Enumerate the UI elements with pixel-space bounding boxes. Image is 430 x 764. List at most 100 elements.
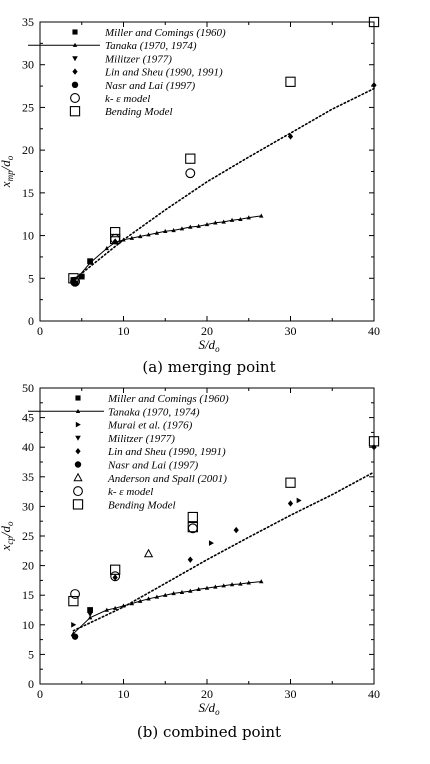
data-point-lin-and-sheu-1990-1991 <box>233 526 239 534</box>
data-point-tanaka-1970-1974 <box>179 226 185 231</box>
data-point-tanaka-1970-1974 <box>229 582 235 587</box>
data-point-tanaka-1970-1974 <box>138 598 143 603</box>
legend: Miller and Comings (1960)Tanaka (1970, 1… <box>28 393 229 511</box>
series-miller-and-comings-1960 <box>87 607 93 613</box>
data-point-tanaka-1970-1974 <box>213 584 218 589</box>
data-point-tanaka-1970-1974 <box>87 260 93 265</box>
y-tick-label: 20 <box>22 559 34 573</box>
legend-marker-militzer-1977 <box>75 435 81 441</box>
data-point-bending-model <box>285 76 296 87</box>
y-tick-label: 5 <box>28 647 34 661</box>
tanaka-line <box>73 215 262 283</box>
chart-combined-point: 0 10 20 30 40 0 5 10 15 20 25 30 35 40 45 50 S/do xcp/do M… <box>0 381 380 741</box>
legend-label: Nasr and Lai (1997) <box>104 80 195 92</box>
data-point-bending-model <box>187 511 198 523</box>
data-point-tanaka-1970-1974 <box>238 216 243 222</box>
series-nasr-and-lai-1997 <box>71 633 79 640</box>
data-point-tanaka-1970-1974 <box>121 603 126 608</box>
legend-label: Militzer (1977) <box>107 433 175 445</box>
data-point-miller-and-comings-1960 <box>78 273 85 280</box>
data-point-lin-and-sheu-1990-1991 <box>112 574 118 581</box>
data-point-tanaka-1970-1974 <box>138 234 143 239</box>
x-tick-label: 0 <box>37 687 43 701</box>
data-point-tanaka-1970-1974 <box>163 592 168 597</box>
y-tick-label: 15 <box>22 186 34 200</box>
y-tick-label: 30 <box>22 499 34 513</box>
data-point-murai-et-al-1976 <box>71 622 77 628</box>
data-point-tanaka-1970-1974 <box>129 601 135 606</box>
legend-label: Militzer (1977) <box>104 53 172 65</box>
data-point-tanaka-1970-1974 <box>238 581 243 586</box>
data-point-lin-and-sheu-1990-1991 <box>287 133 294 140</box>
legend-marker-murai-et-al-1976 <box>75 421 81 428</box>
legend-marker-miller-and-comings-1960 <box>72 29 78 35</box>
data-point-k-model <box>70 589 81 599</box>
data-point-militzer-1977 <box>87 611 93 617</box>
data-point-lin-and-sheu-1990-1991 <box>371 82 377 89</box>
y-tick-label: 0 <box>28 677 34 691</box>
data-point-tanaka-1970-1974 <box>104 245 109 251</box>
data-point-bending-model <box>185 153 196 164</box>
data-point-bending-model <box>368 436 380 447</box>
x-tick-label: 10 <box>118 324 130 338</box>
x-tick-label: 20 <box>201 324 213 338</box>
data-point-bending-model <box>68 273 79 284</box>
series-bending-model <box>68 436 380 607</box>
data-point-k-model <box>185 168 196 179</box>
legend: Miller and Comings (1960)Tanaka (1970, 1… <box>28 27 226 118</box>
data-point-tanaka-1970-1974 <box>229 217 235 222</box>
legend-marker-tanaka-1970-1974 <box>75 408 81 413</box>
data-point-tanaka-1970-1974 <box>213 220 218 225</box>
bending-model-fit-curve <box>72 87 375 281</box>
tanaka-line <box>73 581 262 635</box>
data-point-tanaka-1970-1974 <box>246 580 251 585</box>
data-point-lin-and-sheu-1990-1991 <box>287 500 294 507</box>
legend-label: Bending Model <box>108 499 176 511</box>
legend-marker-anderson-and-spall-2001 <box>73 472 83 482</box>
series-tanaka-1970-1974 <box>71 579 264 636</box>
legend-marker-lin-and-sheu-1990-1991 <box>75 448 81 455</box>
y-tick-label: 25 <box>22 100 34 114</box>
y-tick-label: 20 <box>22 143 34 157</box>
series-k-model <box>70 523 198 599</box>
legend-label: Lin and Sheu (1990, 1991) <box>104 67 223 79</box>
y-tick-label: 40 <box>22 440 34 454</box>
legend-marker-k-model <box>70 93 80 103</box>
data-point-k-model <box>70 276 81 287</box>
y-tick-label: 25 <box>22 529 34 543</box>
data-point-lin-and-sheu-1990-1991 <box>187 556 193 563</box>
data-point-lin-and-sheu-1990-1991 <box>371 444 377 451</box>
x-tick-label: 40 <box>368 687 380 701</box>
legend-marker-miller-and-comings-1960 <box>75 395 81 401</box>
data-point-murai-et-al-1976 <box>296 497 302 504</box>
data-point-tanaka-1970-1974 <box>259 579 264 584</box>
x-tick-label: 40 <box>368 324 380 338</box>
y-tick-label: 30 <box>22 58 34 72</box>
y-tick-label: 15 <box>22 588 34 602</box>
legend-label: Tanaka (1970, 1974) <box>108 406 200 418</box>
bending-model-fit-curve <box>72 471 375 632</box>
series-bending-model <box>68 16 380 284</box>
series-militzer-1977 <box>87 611 93 617</box>
y-axis-title: xmp/do <box>0 155 15 188</box>
figure-caption: (a) merging point <box>142 358 275 376</box>
legend-label: Miller and Comings (1960) <box>104 27 226 39</box>
y-axis-title: xcp/do <box>0 521 15 551</box>
data-point-bending-model <box>187 521 198 533</box>
legend-label: Nasr and Lai (1997) <box>107 460 198 472</box>
x-tick-label: 20 <box>201 687 213 701</box>
data-point-tanaka-1970-1974 <box>121 237 126 242</box>
data-point-nasr-and-lai-1997 <box>71 633 79 640</box>
data-point-militzer-1977 <box>72 276 78 282</box>
data-point-bending-model <box>110 233 121 245</box>
series-anderson-and-spall-2001 <box>143 548 154 558</box>
data-point-tanaka-1970-1974 <box>259 213 264 218</box>
data-point-anderson-and-spall-2001 <box>143 548 154 558</box>
legend-label: Anderson and Spall (2001) <box>107 473 227 485</box>
data-point-tanaka-1970-1974 <box>196 586 201 591</box>
data-point-bending-model <box>110 227 121 238</box>
data-point-tanaka-1970-1974 <box>163 228 168 233</box>
legend-label: k- ε model <box>105 93 150 105</box>
legend-label: Tanaka (1970, 1974) <box>105 40 197 52</box>
x-tick-label: 30 <box>285 687 297 701</box>
